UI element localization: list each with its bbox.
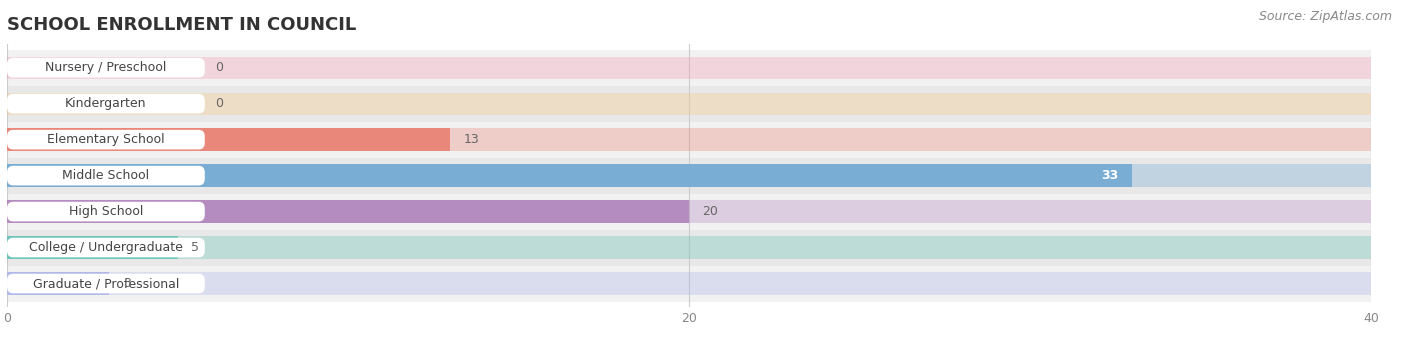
- Text: Nursery / Preschool: Nursery / Preschool: [45, 61, 166, 74]
- FancyBboxPatch shape: [7, 202, 205, 221]
- FancyBboxPatch shape: [7, 94, 205, 114]
- Bar: [7, 272, 110, 295]
- Text: Elementary School: Elementary School: [46, 133, 165, 146]
- Text: 13: 13: [464, 133, 479, 146]
- Bar: [7, 129, 450, 151]
- Bar: [7, 122, 1371, 158]
- Text: Kindergarten: Kindergarten: [65, 97, 146, 110]
- Text: Source: ZipAtlas.com: Source: ZipAtlas.com: [1258, 10, 1392, 23]
- Bar: [7, 201, 689, 223]
- FancyBboxPatch shape: [7, 166, 205, 186]
- Bar: [7, 266, 1371, 301]
- Bar: [7, 164, 1132, 187]
- Text: Graduate / Professional: Graduate / Professional: [32, 277, 179, 290]
- Text: 0: 0: [215, 61, 224, 74]
- Bar: [7, 57, 1371, 79]
- Bar: [7, 86, 1371, 122]
- FancyBboxPatch shape: [7, 58, 205, 77]
- FancyBboxPatch shape: [7, 238, 205, 257]
- Text: 20: 20: [703, 205, 718, 218]
- Text: 0: 0: [215, 97, 224, 110]
- FancyBboxPatch shape: [7, 274, 205, 293]
- Bar: [7, 92, 1371, 115]
- Bar: [7, 129, 1371, 151]
- Text: College / Undergraduate: College / Undergraduate: [30, 241, 183, 254]
- Bar: [7, 272, 1371, 295]
- FancyBboxPatch shape: [7, 130, 205, 149]
- Text: Middle School: Middle School: [62, 169, 149, 182]
- Text: 33: 33: [1101, 169, 1119, 182]
- Text: High School: High School: [69, 205, 143, 218]
- Text: SCHOOL ENROLLMENT IN COUNCIL: SCHOOL ENROLLMENT IN COUNCIL: [7, 16, 356, 34]
- Bar: [7, 194, 1371, 229]
- Bar: [7, 164, 1371, 187]
- Text: 3: 3: [122, 277, 131, 290]
- Bar: [7, 236, 177, 259]
- Text: 5: 5: [191, 241, 200, 254]
- Bar: [7, 50, 1371, 86]
- Bar: [7, 158, 1371, 194]
- Bar: [7, 236, 1371, 259]
- Bar: [7, 201, 1371, 223]
- Bar: [7, 229, 1371, 266]
